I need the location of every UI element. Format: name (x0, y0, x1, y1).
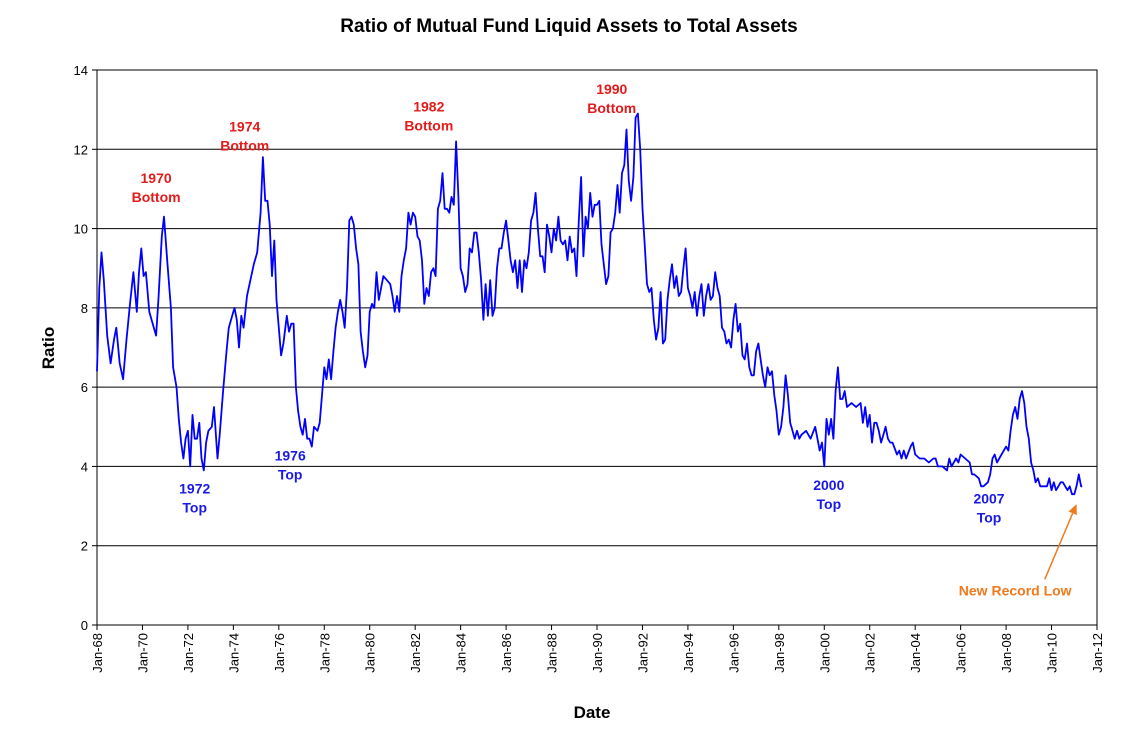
annotation-line: 1970 (141, 170, 172, 186)
x-tick-label: Jan-08 (999, 633, 1014, 673)
annotation: 2000 Top (813, 477, 844, 512)
annotation: 1982 Bottom (404, 99, 453, 134)
annotation-line: Bottom (220, 137, 269, 153)
x-tick-label: Jan-96 (726, 633, 741, 673)
annotation: 2007 Top (973, 491, 1004, 526)
x-tick-label: Jan-78 (317, 633, 332, 673)
annotation-line: 1990 (596, 81, 627, 97)
annotation-line: Top (817, 496, 842, 512)
annotation-line: Top (278, 466, 303, 482)
x-tick-label: Jan-80 (363, 633, 378, 673)
series-line (96, 112, 1083, 496)
x-tick-label: Jan-72 (181, 633, 196, 673)
annotation-line: Bottom (587, 100, 636, 116)
annotation-line: 1982 (413, 99, 444, 115)
record-low-arrow-head (1068, 504, 1077, 516)
x-tick-label: Jan-12 (1090, 633, 1105, 673)
y-tick-label: 4 (81, 459, 88, 474)
x-tick-label: Jan-68 (90, 633, 105, 673)
x-tick-label: Jan-04 (908, 633, 923, 673)
x-tick-label: Jan-98 (772, 633, 787, 673)
annotation-line: Top (182, 499, 207, 515)
annotation: 1972 Top (179, 480, 210, 515)
annotation-line: New Record Low (959, 582, 1072, 598)
x-tick-label: Jan-90 (590, 633, 605, 673)
x-tick-label: Jan-86 (499, 633, 514, 673)
y-axis-ticks: 0 2 4 6 8 10 12 14 (74, 63, 97, 633)
chart-title: Ratio of Mutual Fund Liquid Assets to To… (340, 16, 797, 37)
x-tick-label: Jan-76 (272, 633, 287, 673)
x-axis-label: Date (574, 703, 611, 722)
record-low-arrow (1044, 513, 1074, 580)
annotation: 1990 Bottom (587, 81, 636, 116)
annotation-line: 2007 (973, 491, 1004, 507)
y-tick-label: 6 (81, 380, 88, 395)
annotation-line: 1972 (179, 480, 210, 496)
annotation-line: Top (977, 510, 1002, 526)
x-tick-label: Jan-88 (545, 633, 560, 673)
x-tick-label: Jan-94 (681, 633, 696, 673)
x-axis-ticks: Jan-68 Jan-70 Jan-72 Jan-74 Jan-76 Jan-78 Jan-… (90, 625, 1105, 673)
y-axis-label: Ratio (39, 327, 58, 370)
x-tick-label: Jan-00 (817, 633, 832, 673)
annotation-line: Bottom (132, 189, 181, 205)
annotation-line: 2000 (813, 477, 844, 493)
x-tick-label: Jan-70 (135, 633, 150, 673)
gridlines (97, 148, 1097, 547)
annotation-line: Bottom (404, 118, 453, 134)
annotations: 1970 Bottom 1974 Bottom 1982 Bottom 1990 Bottom… (132, 81, 1072, 598)
x-tick-label: Jan-92 (635, 633, 650, 673)
x-tick-label: Jan-02 (863, 633, 878, 673)
x-tick-label: Jan-82 (408, 633, 423, 673)
y-tick-label: 14 (74, 63, 88, 78)
y-tick-label: 8 (81, 301, 88, 316)
annotation-line: 1976 (275, 447, 306, 463)
annotation: 1974 Bottom (220, 118, 269, 153)
x-tick-label: Jan-84 (454, 633, 469, 673)
y-tick-label: 12 (74, 142, 88, 157)
y-tick-label: 10 (74, 222, 88, 237)
x-tick-label: Jan-10 (1045, 633, 1060, 673)
x-tick-label: Jan-06 (954, 633, 969, 673)
annotation-line: 1974 (229, 118, 260, 134)
annotation: 1970 Bottom (132, 170, 181, 205)
y-tick-label: 2 (81, 539, 88, 554)
x-tick-label: Jan-74 (226, 633, 241, 673)
annotation: 1976 Top (275, 447, 306, 482)
annotation: New Record Low (959, 582, 1072, 598)
y-tick-label: 0 (81, 618, 88, 633)
